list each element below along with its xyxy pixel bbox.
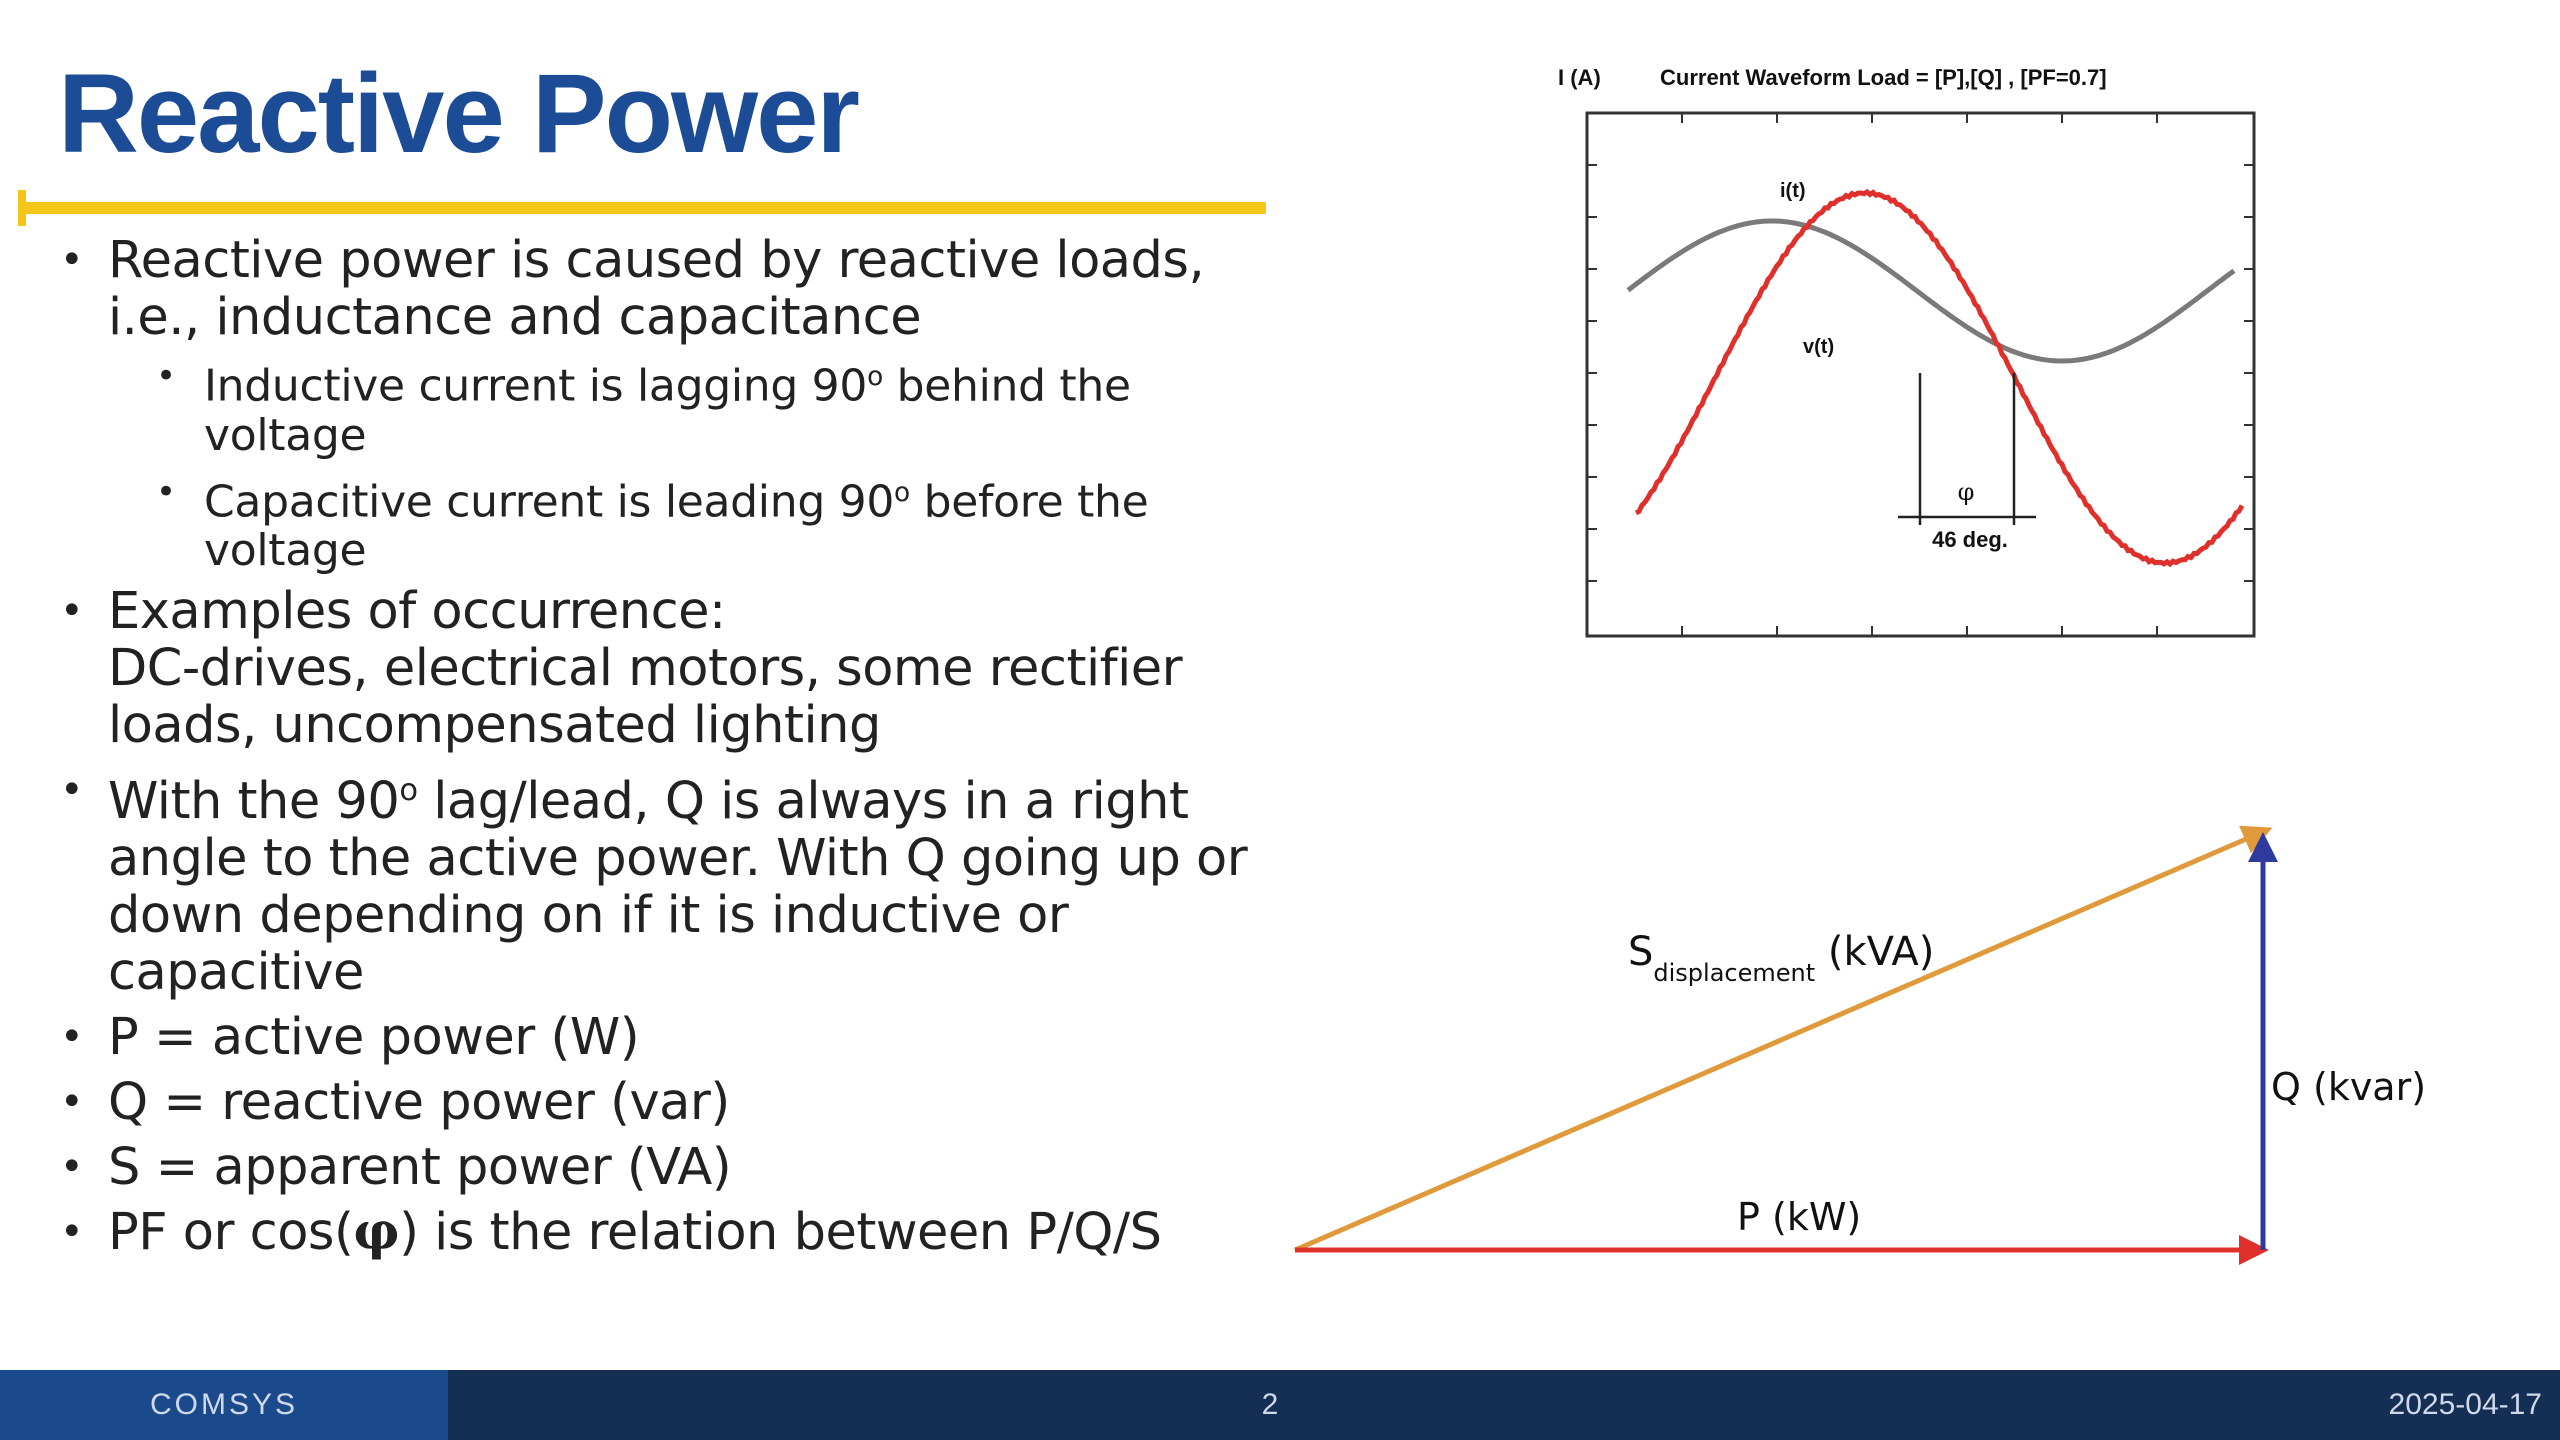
bullet-text: down depending on if it is inductive or [108,886,1069,946]
phi-symbol: φ [353,1202,400,1263]
bullet-text: P = active power (W) [108,1008,640,1068]
s-label-subscript: displacement [1653,959,1815,987]
s-label-unit: (kVA) [1815,929,1934,975]
waveform-title: Current Waveform Load = [P],[Q] , [PF=0.… [1660,65,2107,90]
waveform-ticks [1587,113,2254,636]
title-underline-tick [18,190,26,226]
bullet-text-part: ) is the relation between P/Q/S [399,1203,1162,1263]
bullet-text-part: With the 90 [108,772,400,832]
sub-bullet-text-part: Capacitive current is leading 90 [204,476,895,528]
sub-bullet-inductive: • Inductive current is lagging 90o behin… [108,352,1286,460]
power-triangle: Sdisplacement (kVA) P (kW) Q (kvar) [1294,825,2426,1265]
p-label: P (kW) [1737,1195,1861,1239]
phase-symbol: φ [1958,478,1975,506]
slide-title: Reactive Power [58,51,860,176]
bullet-text: Reactive power is caused by reactive loa… [108,231,1205,290]
bullet-power-factor: • PF or cos(φ) is the relation between P… [56,1202,1286,1263]
sub-bullet-list: • Inductive current is lagging 90o behin… [108,352,1286,575]
degree-symbol: o [867,361,883,392]
sub-bullet-text: Inductive current is lagging 90o behind … [204,352,1286,411]
bullet-text: angle to the active power. With Q going … [108,829,1248,889]
bullet-dot: • [60,1079,84,1126]
bullet-list: • Reactive power is caused by reactive l… [56,232,1286,1269]
bullet-text-part: lag/lead, Q is always in a right [417,772,1189,832]
bullet-text: DC-drives, electrical motors, some recti… [108,639,1183,699]
current-wave [1634,188,2245,568]
bullet-text: PF or cos(φ) is the relation between P/Q… [108,1202,1286,1263]
q-label: Q (kvar) [2271,1065,2426,1109]
s-label-main: S [1628,929,1653,975]
footer-bar: COMSYS 2 2025-04-17 [0,1370,2560,1440]
current-label: i(t) [1780,180,1806,202]
bullet-dot: • [60,1144,84,1191]
bullet-text: Q = reactive power (var) [108,1073,730,1133]
bullet-text: With the 90o lag/lead, Q is always in a … [108,762,1286,830]
bullet-dot: • [60,1014,84,1061]
sub-bullet-text-part: Inductive current is lagging 90 [204,360,868,412]
waveform-figure: I (A) Current Waveform Load = [P],[Q] , … [1558,65,2256,638]
degree-symbol: o [399,773,418,809]
page-number: 2 [1261,1388,1279,1421]
waveform-y-label: I (A) [1558,65,1601,90]
bullet-apparent-power: • S = apparent power (VA) [56,1139,1286,1196]
bullet-dot: • [60,767,84,814]
sub-bullet-text-part: before the [909,476,1149,528]
footer-date: 2025-04-17 [2388,1388,2542,1421]
voltage-wave [1626,218,2236,364]
degree-symbol: o [894,476,910,508]
voltage-label: v(t) [1803,336,1834,358]
waveform-plot-frame [1585,111,2256,638]
title-underline [18,202,1266,214]
sub-bullet-dot: • [156,356,176,396]
bullet-dot: • [60,588,84,635]
bullet-text: capacitive [108,943,364,1003]
footer-brand: COMSYS [149,1388,299,1421]
bullet-dot: • [60,1209,84,1256]
bullet-examples: • Examples of occurrence: DC-drives, ele… [56,583,1286,754]
s-vector [1294,825,2273,1253]
sub-bullet-capacitive: • Capacitive current is leading 90o befo… [108,468,1286,576]
sub-bullet-text-part: behind the [882,360,1131,412]
bullet-dot: • [60,237,84,283]
s-label: Sdisplacement (kVA) [1628,929,1934,987]
bullet-text: S = apparent power (VA) [108,1138,732,1198]
sub-bullet-text: Capacitive current is leading 90o before… [204,468,1286,527]
bullet-text: loads, uncompensated lighting [108,696,881,756]
bullet-active-power: • P = active power (W) [56,1009,1286,1066]
sub-bullet-text: voltage [204,525,367,577]
bullet-text: i.e., inductance and capacitance [108,288,922,347]
sub-bullet-dot: • [156,471,176,512]
phase-label: 46 deg. [1932,527,2008,552]
bullet-right-angle: • With the 90o lag/lead, Q is always in … [56,762,1286,1001]
bullet-reactive-power: • Q = reactive power (var) [56,1074,1286,1131]
bullet-text-part: PF or cos( [108,1203,354,1263]
bullet-text: Examples of occurrence: [108,582,726,642]
footer-brand-block: COMSYS [0,1370,448,1440]
bullet-reactive-cause: • Reactive power is caused by reactive l… [56,232,1286,575]
sub-bullet-text: voltage [204,409,367,461]
